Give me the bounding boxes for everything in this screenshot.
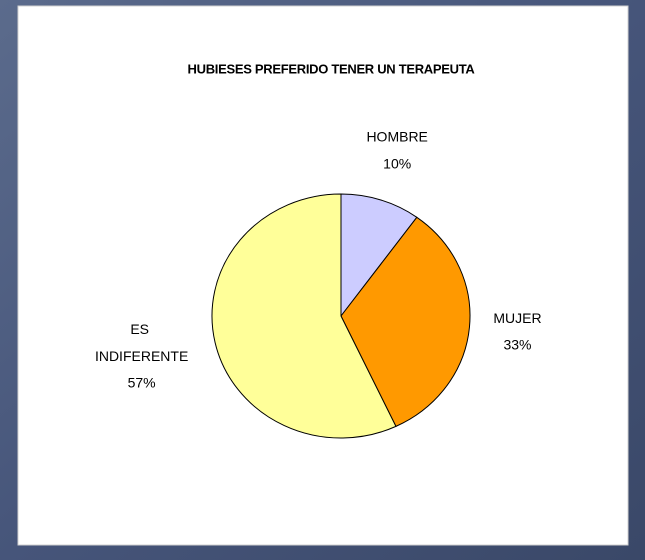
- pie-slice: [340, 193, 418, 318]
- slice-label: MUJER: [493, 310, 541, 326]
- slice-label: ES INDIFERENTE: [95, 320, 188, 363]
- pie: [211, 193, 471, 439]
- chart-title: HUBIESES PREFERIDO TENER UN TERAPEUTA: [188, 61, 476, 76]
- slice-value-label: 10%: [383, 155, 411, 171]
- slice-label: HOMBRE: [366, 128, 427, 144]
- pie-slice: [211, 193, 397, 439]
- slice-value-label: 57%: [128, 374, 156, 390]
- slice-value-label: 33%: [503, 337, 531, 353]
- pie-slice: [340, 216, 471, 428]
